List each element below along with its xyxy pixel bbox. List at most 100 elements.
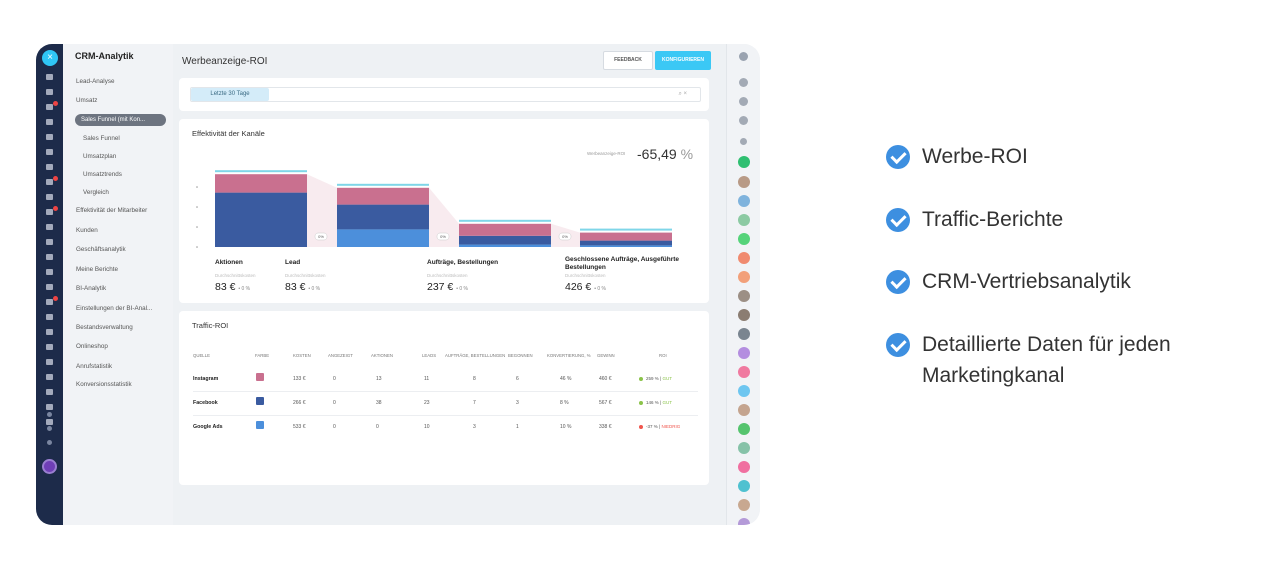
nav-item[interactable]: Lead-Analyse — [76, 78, 115, 85]
help-icon[interactable] — [47, 412, 52, 417]
check-circle-icon — [886, 270, 910, 294]
nav-item[interactable]: Onlineshop — [76, 343, 108, 350]
avatar[interactable] — [738, 442, 750, 454]
nav-item[interactable]: Effektivität der Mitarbeiter — [76, 207, 148, 214]
nav-subitem[interactable]: Vergleich — [83, 189, 109, 196]
notifications-icon[interactable] — [739, 97, 748, 106]
settings-icon[interactable] — [739, 78, 748, 87]
filter-input[interactable] — [190, 87, 701, 102]
col-header: KONVERTIERUNG, % — [547, 353, 591, 358]
avatar[interactable] — [738, 518, 750, 525]
edit-icon[interactable] — [46, 389, 53, 395]
nav-item[interactable]: BI-Analytik — [76, 285, 107, 292]
avatar[interactable] — [738, 423, 750, 435]
groups-icon[interactable] — [46, 179, 53, 185]
inventory-icon[interactable] — [46, 299, 53, 305]
stage-value-number: 83 € — [285, 281, 306, 293]
col-header: QUELLE — [193, 353, 210, 358]
nav-subitem[interactable]: Umsatzplan — [83, 153, 117, 160]
warehouse-icon[interactable] — [46, 329, 53, 335]
row-color-swatch — [256, 421, 264, 429]
col-header: ANGEZEIGT — [328, 353, 353, 358]
search-icon[interactable]: ⌕ × — [678, 91, 687, 97]
nav-item[interactable]: Anrufstatistik — [76, 363, 113, 370]
avatar[interactable] — [738, 309, 750, 321]
chat-icon[interactable] — [46, 104, 53, 110]
avatar[interactable] — [738, 271, 750, 283]
col-header: FARBE — [255, 353, 270, 358]
info-icon[interactable] — [47, 426, 52, 431]
calendar-icon[interactable] — [46, 119, 53, 125]
avatar[interactable] — [738, 233, 750, 245]
funnel-bar-segment — [580, 245, 672, 247]
documents-icon[interactable] — [46, 134, 53, 140]
sites-icon[interactable] — [46, 224, 53, 230]
company-icon[interactable] — [46, 359, 53, 365]
help-icon[interactable] — [739, 52, 748, 61]
drive-icon[interactable] — [46, 149, 53, 155]
crm-icon[interactable] — [46, 194, 53, 200]
nav-item[interactable]: Meine Berichte — [76, 266, 118, 273]
tasks-icon[interactable] — [46, 89, 53, 95]
apps-icon[interactable] — [46, 344, 53, 350]
avatar[interactable] — [738, 385, 750, 397]
stage-name: Aktionen — [215, 259, 243, 266]
search-icon[interactable] — [739, 116, 748, 125]
automation-icon[interactable] — [46, 254, 53, 260]
avatar[interactable] — [738, 499, 750, 511]
search-icon[interactable] — [740, 138, 747, 145]
feature-text: CRM-Vertriebsanalytik — [922, 270, 1131, 293]
nav-item[interactable]: Konversionsstatistik — [76, 381, 132, 388]
user-avatar[interactable] — [42, 459, 57, 474]
avatar[interactable] — [738, 252, 750, 264]
avatar[interactable] — [738, 214, 750, 226]
reports-icon[interactable] — [46, 404, 53, 410]
mail-icon[interactable] — [46, 164, 53, 170]
cart-icon[interactable] — [46, 314, 53, 320]
code-icon[interactable] — [46, 269, 53, 275]
marketing-icon[interactable] — [46, 209, 53, 215]
funnel-bar-segment — [459, 223, 551, 236]
avatar[interactable] — [738, 366, 750, 378]
roi-unit: % — [680, 146, 694, 162]
row-source: Google Ads — [193, 424, 223, 430]
nav-item[interactable]: Bestandsverwaltung — [76, 324, 133, 331]
nav-subitem[interactable]: Sales Funnel — [83, 135, 120, 142]
stage-value: 237 € • 0 % — [427, 281, 468, 293]
funnel-connector — [429, 187, 459, 247]
nav-item[interactable]: Kunden — [76, 227, 98, 234]
avatar[interactable] — [738, 461, 750, 473]
nav-subitem[interactable]: Umsatztrends — [83, 171, 122, 178]
avatar[interactable] — [738, 176, 750, 188]
nav-item[interactable]: Geschäftsanalytik — [76, 246, 126, 253]
row-orders: 7 — [473, 400, 476, 406]
funnel-bar-segment — [337, 204, 429, 230]
analytics-icon[interactable] — [46, 239, 53, 245]
stream-icon[interactable] — [46, 74, 53, 80]
configure-button[interactable]: KONFIGURIEREN — [655, 51, 711, 70]
avatar[interactable] — [738, 480, 750, 492]
print-icon[interactable] — [46, 374, 53, 380]
avatar[interactable] — [738, 290, 750, 302]
roi-tag: GUT — [662, 400, 672, 405]
close-icon[interactable]: × — [42, 50, 58, 66]
left-icon-bar: × — [36, 44, 63, 525]
row-source: Facebook — [193, 400, 218, 406]
feedback-button[interactable]: FEEDBACK — [603, 51, 653, 70]
settings-icon[interactable] — [46, 419, 53, 425]
more-icon[interactable] — [47, 440, 52, 445]
row-cost: 133 € — [293, 376, 306, 382]
avatar[interactable] — [738, 195, 750, 207]
avatar[interactable] — [738, 328, 750, 340]
nav-item[interactable]: Einstellungen der BI-Anal... — [76, 305, 153, 312]
row-orders: 8 — [473, 376, 476, 382]
avatar[interactable] — [738, 347, 750, 359]
avatar[interactable] — [738, 404, 750, 416]
filter-chip[interactable]: Letzte 30 Tage — [191, 88, 269, 101]
row-roi: -37 % | NIEDRIG — [639, 424, 680, 429]
store-icon[interactable] — [46, 284, 53, 290]
nav-item[interactable]: Umsatz — [76, 97, 98, 104]
col-header: ROI — [659, 353, 667, 358]
nav-item-active[interactable]: Sales Funnel (mit Kon... — [75, 114, 166, 126]
avatar[interactable] — [738, 156, 750, 168]
